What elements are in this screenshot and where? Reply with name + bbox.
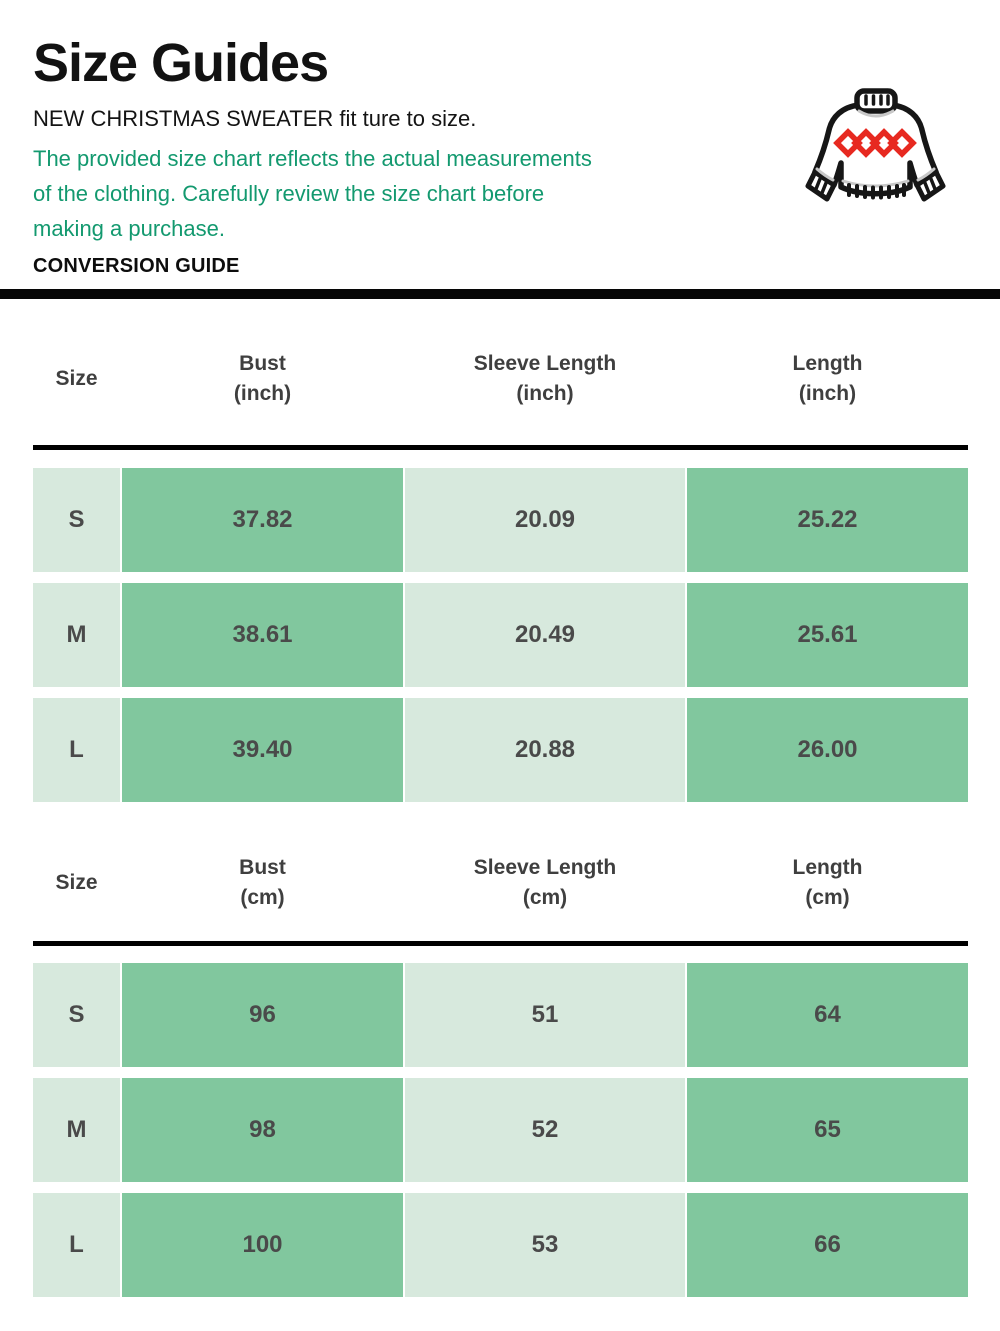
cell-length: 64 [687, 963, 968, 1067]
table-header-inches: Size Bust (inch) Sleeve Length (inch) Le… [33, 299, 968, 445]
sweater-icon-svg [805, 88, 946, 202]
cell-length: 26.00 [687, 698, 968, 802]
column-header-length: Length (inch) [687, 349, 968, 409]
cell-sleeve: 52 [405, 1078, 685, 1182]
column-unit: (cm) [805, 885, 850, 909]
column-header-sleeve-length: Sleeve Length (inch) [405, 349, 685, 409]
cell-bust: 37.82 [122, 468, 403, 572]
cell-sleeve: 20.09 [405, 468, 685, 572]
column-unit: (inch) [233, 382, 292, 405]
note-line-2: of the clothing. Carefully review the si… [33, 181, 545, 206]
cell-sleeve: 51 [405, 963, 685, 1067]
column-header-sleeve-length: Sleeve Length (cm) [405, 853, 685, 913]
column-label: Bust [239, 352, 286, 375]
cell-size: S [33, 963, 120, 1067]
cell-sleeve: 53 [405, 1193, 685, 1297]
page-title: Size Guides [33, 33, 329, 93]
column-label: Size [55, 870, 98, 894]
conversion-guide-label: CONVERSION GUIDE [33, 255, 240, 277]
column-label: Sleeve Length [473, 855, 617, 879]
christmas-sweater-icon [803, 88, 948, 216]
cell-bust: 39.40 [122, 698, 403, 802]
cell-bust: 96 [122, 963, 403, 1067]
column-header-bust: Bust (cm) [122, 853, 403, 913]
intro-section: Size Guides NEW CHRISTMAS SWEATER fit tu… [0, 0, 1000, 279]
cell-length: 65 [687, 1078, 968, 1182]
cell-length: 25.61 [687, 583, 968, 687]
column-label: Length [792, 855, 863, 879]
cell-size: L [33, 698, 120, 802]
table-body-inches: S 37.82 20.09 25.22 M 38.61 20.49 25.61 … [33, 468, 968, 802]
column-header-size: Size [33, 868, 120, 898]
cell-bust: 100 [122, 1193, 403, 1297]
column-label: Length [792, 352, 863, 375]
column-label: Size [55, 367, 98, 390]
column-header-length: Length (cm) [687, 853, 968, 913]
column-unit: (cm) [240, 885, 285, 909]
column-unit: (inch) [798, 382, 857, 405]
note-line-3: making a purchase. [33, 216, 225, 241]
column-unit: (cm) [522, 885, 568, 909]
cell-size: M [33, 1078, 120, 1182]
cell-sleeve: 20.88 [405, 698, 685, 802]
header-underline [33, 941, 968, 946]
cell-size: M [33, 583, 120, 687]
header-underline [33, 445, 968, 450]
column-label: Sleeve Length [473, 352, 617, 375]
cell-sleeve: 20.49 [405, 583, 685, 687]
fit-description: NEW CHRISTMAS SWEATER fit ture to size. [33, 106, 477, 131]
cell-length: 25.22 [687, 468, 968, 572]
column-unit: (inch) [516, 382, 574, 405]
column-header-size: Size [33, 364, 120, 394]
cell-bust: 98 [122, 1078, 403, 1182]
column-header-bust: Bust (inch) [122, 349, 403, 409]
divider-bar [0, 289, 1000, 299]
size-table-cm: Size Bust (cm) Sleeve Length (cm) Length… [33, 802, 968, 1297]
table-header-cm: Size Bust (cm) Sleeve Length (cm) Length… [33, 802, 968, 941]
size-chart-note: The provided size chart reflects the act… [33, 141, 960, 246]
size-table-inches: Size Bust (inch) Sleeve Length (inch) Le… [33, 299, 968, 802]
column-label: Bust [239, 855, 286, 879]
cell-size: S [33, 468, 120, 572]
note-line-1: The provided size chart reflects the act… [33, 146, 592, 171]
table-body-cm: S 96 51 64 M 98 52 65 L 100 53 66 [33, 963, 968, 1297]
cell-size: L [33, 1193, 120, 1297]
cell-length: 66 [687, 1193, 968, 1297]
cell-bust: 38.61 [122, 583, 403, 687]
